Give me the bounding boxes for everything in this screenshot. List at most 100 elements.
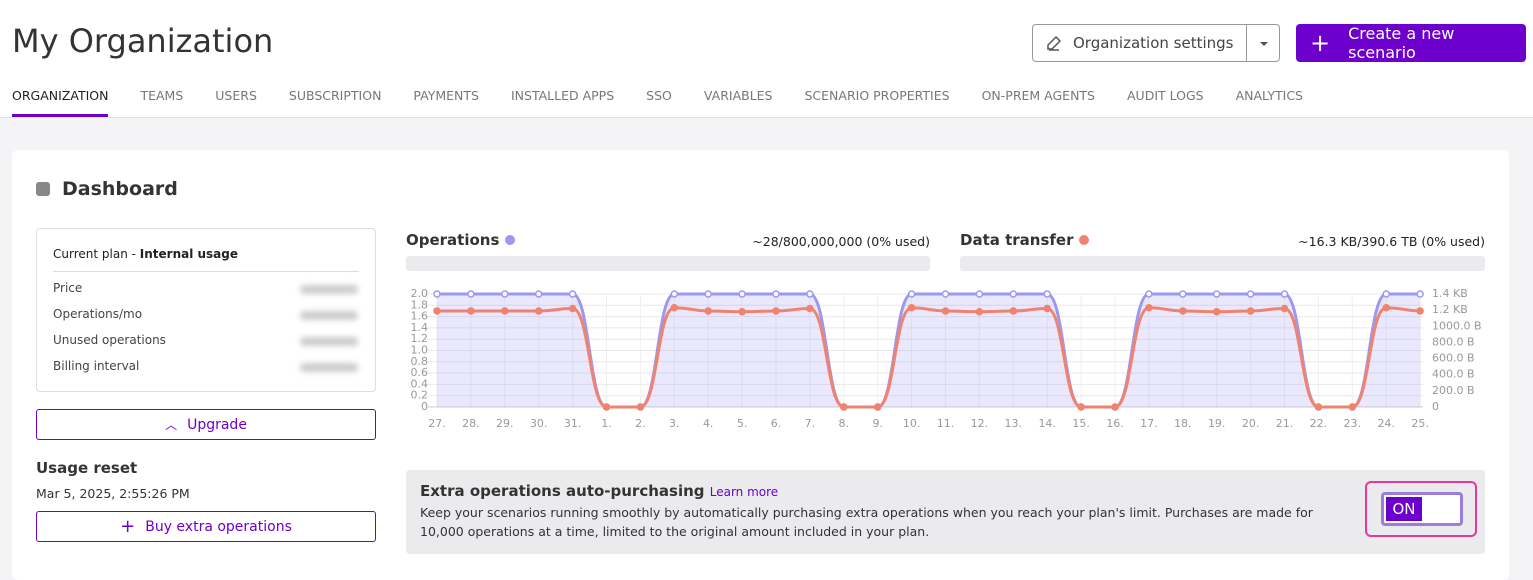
point: [1212, 308, 1221, 316]
y-tick-label: 0.6: [411, 366, 429, 379]
x-tick-label: 21.: [1276, 417, 1294, 430]
y-tick-label: 1.4: [411, 321, 429, 334]
tab[interactable]: INSTALLED APPS: [510, 88, 615, 103]
y-tick-label: 1.6: [411, 310, 429, 323]
point: [1179, 307, 1187, 315]
plan-row-label: Billing interval: [53, 359, 140, 373]
transfer-bar: [960, 256, 1485, 271]
point: [534, 290, 543, 298]
plan-row-label: Price: [53, 281, 83, 295]
tab[interactable]: SCENARIO PROPERTIES: [804, 88, 950, 103]
x-tick-label: 17.: [1140, 417, 1158, 430]
tab[interactable]: USERS: [215, 88, 257, 103]
y-tick-label: 0.2: [411, 389, 429, 402]
y-tick-label: 1.2: [411, 332, 429, 345]
x-tick-label: 31.: [564, 417, 582, 430]
point: [1416, 290, 1424, 298]
x-tick-label: 14.: [1038, 417, 1056, 430]
x-tick-label: 1.: [601, 417, 612, 430]
plan-prefix: Current plan -: [53, 247, 140, 261]
x-tick-label: 25.: [1411, 417, 1429, 430]
toggle[interactable]: ON: [1381, 492, 1463, 526]
x-tick-label: 2.: [635, 417, 646, 430]
tab[interactable]: SSO: [646, 88, 672, 103]
y2-tick-label: 200.0 B: [1432, 384, 1475, 397]
tab[interactable]: ANALYTICS: [1235, 88, 1303, 103]
plus-icon: +: [120, 516, 136, 537]
create-button[interactable]: + Create a new scenario: [1296, 24, 1526, 62]
learn-more[interactable]: Learn more: [709, 485, 779, 499]
x-tick-label: 28.: [462, 417, 480, 430]
transfer-usage: ~16.3 KB/390.6 TB (0% used): [1298, 234, 1485, 249]
x-tick-label: 27.: [428, 417, 446, 430]
x-tick-label: 11.: [937, 417, 955, 430]
header: My Organization Organization settings + …: [0, 0, 1533, 118]
buy-button[interactable]: + Buy extra operations: [36, 511, 376, 542]
buy-label: Buy extra operations: [145, 518, 292, 535]
point: [501, 307, 509, 315]
point: [772, 290, 780, 298]
tab[interactable]: TEAMS: [140, 88, 184, 103]
auto-text: Keep your scenarios running smoothly by …: [420, 505, 1313, 539]
point: [975, 290, 984, 298]
point: [467, 307, 475, 315]
x-tick-label: 10.: [903, 417, 921, 430]
y2-tick-label: 400.0 B: [1432, 368, 1475, 381]
usage-reset-title: Usage reset: [36, 459, 138, 477]
point: [806, 290, 814, 298]
upgrade-button[interactable]: ︿ Upgrade: [36, 409, 376, 440]
point: [1111, 403, 1119, 411]
plus-icon: +: [1310, 29, 1331, 57]
x-tick-label: 13.: [1005, 417, 1023, 430]
caret: [1260, 42, 1268, 46]
tab[interactable]: ON-PREM AGENTS: [981, 88, 1095, 103]
auto-purchase-panel: Extra operations auto-purchasing Learn m…: [406, 470, 1485, 554]
settings-dropdown[interactable]: [1246, 25, 1281, 61]
upgrade-label: Upgrade: [187, 416, 247, 433]
point: [670, 290, 679, 298]
toggle-on: ON: [1386, 497, 1422, 521]
collapse-icon[interactable]: [36, 182, 50, 196]
point: [907, 290, 916, 298]
point: [873, 403, 882, 411]
y-tick-label: 1.0: [411, 344, 429, 357]
settings-button[interactable]: Organization settings: [1032, 24, 1280, 62]
y-tick-label: 1.8: [411, 298, 429, 311]
point: [467, 290, 475, 298]
settings-label: Organization settings: [1073, 34, 1234, 52]
point: [1382, 303, 1390, 312]
point: [806, 304, 814, 313]
point: [501, 290, 509, 298]
tab[interactable]: AUDIT LOGS: [1127, 88, 1204, 103]
x-tick-label: 4.: [703, 417, 714, 430]
point: [1145, 290, 1153, 298]
plan-heading: Current plan - Internal usage: [53, 247, 238, 261]
tab[interactable]: SUBSCRIPTION: [288, 88, 382, 103]
point: [534, 307, 543, 315]
point: [1179, 290, 1187, 298]
tab[interactable]: ORGANIZATION: [12, 88, 109, 117]
area: [437, 294, 1421, 407]
point: [1145, 303, 1153, 312]
y2-tick-label: 1.2 KB: [1432, 303, 1468, 316]
y2-tick-label: 0: [1432, 400, 1439, 413]
point: [1246, 307, 1255, 315]
y2-tick-label: 800.0 B: [1432, 335, 1475, 348]
tab[interactable]: PAYMENTS: [413, 88, 479, 103]
point: [568, 304, 577, 313]
auto-title: Extra operations auto-purchasing Learn m…: [420, 482, 778, 500]
point: [975, 308, 984, 316]
point: [1246, 290, 1255, 298]
operations-label: Operations: [406, 231, 500, 249]
point: [1348, 403, 1357, 411]
point: [1280, 290, 1289, 298]
tab[interactable]: VARIABLES: [703, 88, 773, 103]
x-tick-label: 3.: [669, 417, 680, 430]
point: [433, 290, 441, 298]
point: [1043, 290, 1051, 298]
x-tick-label: 6.: [771, 417, 782, 430]
dashboard-title: Dashboard: [62, 178, 178, 200]
x-tick-label: 23.: [1344, 417, 1362, 430]
